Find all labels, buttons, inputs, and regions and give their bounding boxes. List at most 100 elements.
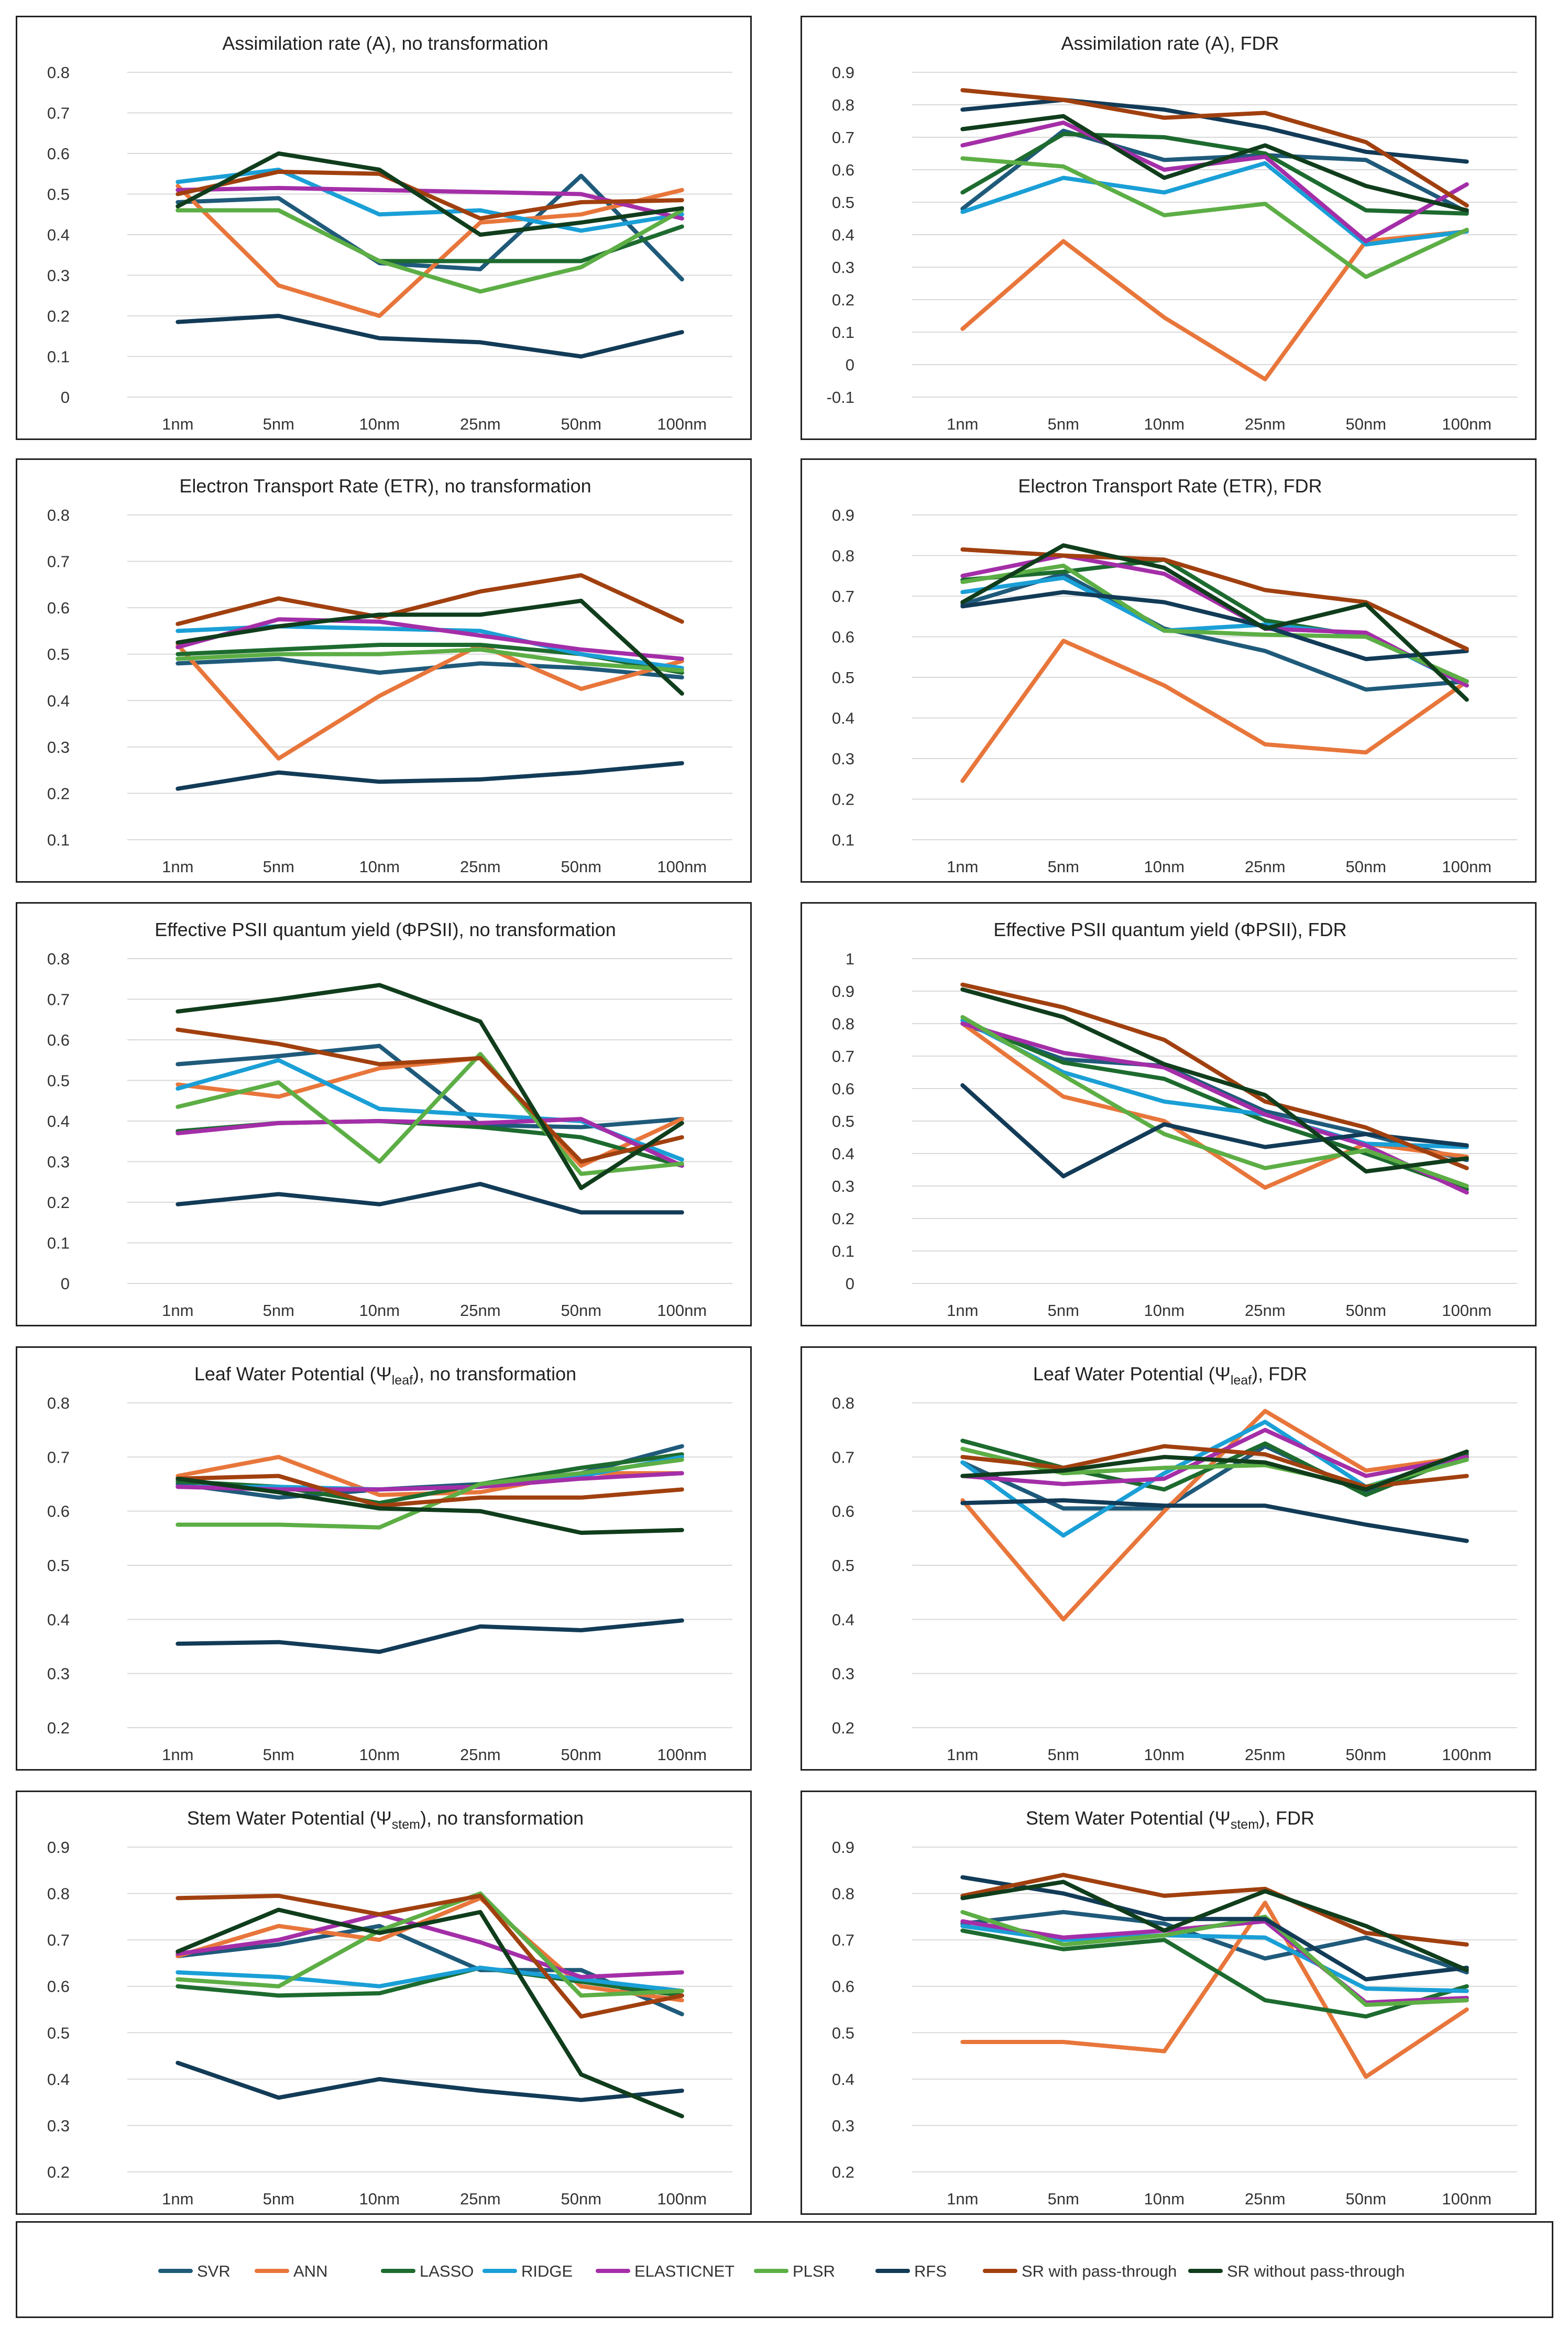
y-tick-label: 0.1 bbox=[832, 831, 854, 849]
chart-title: Effective PSII quantum yield (ΦPSII), FD… bbox=[993, 919, 1346, 940]
x-tick-label: 25nm bbox=[460, 1301, 501, 1320]
series-line-sr-without-pass-through bbox=[176, 1907, 684, 2118]
series-line-elasticnet bbox=[960, 553, 1469, 688]
x-tick-label: 1nm bbox=[947, 1745, 978, 1764]
x-tick-label: 100nm bbox=[1442, 2190, 1492, 2208]
series-line-elasticnet bbox=[176, 185, 684, 221]
y-tick-label: 0.2 bbox=[832, 1719, 854, 1737]
x-tick-label: 100nm bbox=[657, 2190, 707, 2208]
x-tick-label: 25nm bbox=[1245, 1745, 1286, 1764]
x-tick-label: 25nm bbox=[460, 858, 501, 876]
x-tick-label: 100nm bbox=[1442, 1301, 1492, 1320]
series-line-lasso bbox=[960, 557, 1469, 684]
legend-label: SR with pass-through bbox=[1022, 2262, 1177, 2280]
x-tick-label: 25nm bbox=[1245, 1301, 1286, 1320]
x-tick-label: 100nm bbox=[657, 1301, 707, 1320]
y-tick-label: -0.1 bbox=[827, 388, 854, 407]
y-tick-label: 0.9 bbox=[832, 982, 854, 1001]
x-tick-label: 25nm bbox=[1245, 2190, 1286, 2208]
y-tick-label: 0.3 bbox=[832, 2116, 854, 2135]
chart-svg: Stem Water Potential (Ψstem), FDR 0.2 0.3 0… bbox=[832, 1807, 1517, 2208]
y-tick-label: 0.5 bbox=[832, 193, 854, 212]
x-tick-label: 5nm bbox=[263, 1301, 294, 1320]
series-line-sr-with-pass-through bbox=[960, 88, 1469, 208]
y-tick-label: 0.7 bbox=[832, 1047, 854, 1066]
series-line-lasso bbox=[960, 1018, 1469, 1192]
y-tick-label: 0.6 bbox=[832, 1080, 854, 1098]
x-tick-label: 50nm bbox=[1345, 415, 1386, 433]
series-line-plsr bbox=[176, 647, 684, 673]
legend: SVR ANN LASSO RIDGE ELASTICNET PLSR RFS SR with… bbox=[16, 2221, 1553, 2318]
x-tick-label: 50nm bbox=[561, 1745, 601, 1764]
y-tick-label: 0.4 bbox=[832, 1610, 854, 1629]
y-tick-label: 0.5 bbox=[832, 1112, 854, 1130]
series-line-ann bbox=[960, 639, 1469, 783]
y-tick-label: 0.6 bbox=[832, 628, 854, 646]
series-line-plsr bbox=[960, 563, 1469, 684]
y-tick-label: 0.3 bbox=[832, 1665, 854, 1683]
series-line-rfs bbox=[960, 590, 1469, 662]
series-line-plsr bbox=[960, 1015, 1469, 1188]
y-tick-label: 0.7 bbox=[832, 1931, 854, 1949]
y-tick-label: 0.9 bbox=[47, 1838, 70, 1857]
y-tick-label: 0.7 bbox=[47, 553, 70, 571]
x-tick-label: 5nm bbox=[263, 2190, 294, 2208]
chart-panel: Electron Transport Rate (ETR), no transf… bbox=[16, 458, 752, 883]
legend-item: RFS bbox=[875, 2262, 947, 2280]
y-tick-label: 0.5 bbox=[832, 2024, 854, 2042]
y-tick-label: 0.4 bbox=[47, 2070, 70, 2089]
y-tick-label: 0.6 bbox=[832, 1502, 854, 1521]
chart-title: Assimilation rate (A), FDR bbox=[1061, 32, 1279, 54]
x-tick-label: 100nm bbox=[1442, 1745, 1492, 1764]
x-tick-label: 10nm bbox=[359, 2190, 400, 2208]
series-line-svr bbox=[176, 1924, 684, 2016]
y-tick-label: 0.1 bbox=[47, 348, 70, 366]
series-line-sr-without-pass-through bbox=[176, 598, 684, 696]
x-tick-label: 1nm bbox=[162, 1301, 193, 1320]
y-tick-label: 0.4 bbox=[47, 1112, 70, 1130]
y-tick-label: 0.4 bbox=[832, 2070, 854, 2089]
y-tick-label: 0.6 bbox=[47, 1502, 70, 1521]
y-tick-label: 0.6 bbox=[47, 1031, 70, 1049]
x-tick-label: 100nm bbox=[1442, 415, 1492, 433]
chart-title: Electron Transport Rate (ETR), no transf… bbox=[179, 475, 591, 497]
chart-svg: Effective PSII quantum yield (ΦPSII), no… bbox=[47, 919, 732, 1320]
legend-label: RIDGE bbox=[521, 2262, 573, 2280]
legend-item: LASSO bbox=[381, 2262, 474, 2280]
series-line-plsr bbox=[960, 156, 1469, 279]
chart-svg: Electron Transport Rate (ETR), no transf… bbox=[47, 475, 732, 876]
y-tick-label: 0.8 bbox=[832, 1885, 854, 1903]
y-tick-label: 0.7 bbox=[832, 1448, 854, 1466]
y-tick-label: 0.7 bbox=[47, 1931, 70, 1949]
x-tick-label: 5nm bbox=[263, 1745, 294, 1764]
series-line-ann bbox=[176, 1896, 684, 2003]
series-line-ann bbox=[960, 1901, 1469, 2079]
x-tick-label: 10nm bbox=[1144, 1301, 1185, 1320]
legend-label: PLSR bbox=[793, 2262, 835, 2280]
y-tick-label: 0.5 bbox=[832, 668, 854, 687]
x-tick-label: 5nm bbox=[1048, 1301, 1079, 1320]
series-line-ridge bbox=[176, 1965, 684, 1993]
series-line-plsr bbox=[176, 1891, 684, 1998]
chart-panel: Assimilation rate (A), no transformation… bbox=[16, 16, 752, 440]
legend-item: RIDGE bbox=[483, 2262, 573, 2280]
chart-panel: Leaf Water Potential (Ψleaf), FDR 0.2 0.3 0… bbox=[801, 1346, 1537, 1771]
x-tick-label: 50nm bbox=[1345, 1301, 1386, 1320]
x-tick-label: 50nm bbox=[1345, 1745, 1386, 1764]
x-tick-label: 10nm bbox=[1144, 415, 1185, 433]
y-tick-label: 0 bbox=[846, 1275, 854, 1293]
x-tick-label: 25nm bbox=[1245, 858, 1286, 876]
y-tick-label: 0.1 bbox=[832, 1242, 854, 1260]
x-tick-label: 100nm bbox=[657, 415, 707, 433]
y-tick-label: 0.6 bbox=[47, 145, 70, 163]
series-line-sr-without-pass-through bbox=[960, 543, 1469, 702]
y-tick-label: 0.7 bbox=[832, 128, 854, 147]
chart-panel: Leaf Water Potential (Ψleaf), no transfo… bbox=[16, 1346, 752, 1771]
chart-title: Electron Transport Rate (ETR), FDR bbox=[1018, 475, 1322, 497]
x-tick-label: 50nm bbox=[561, 2190, 601, 2208]
series-line-ann bbox=[176, 643, 684, 761]
series-line-svr bbox=[176, 173, 684, 282]
legend-item: ELASTICNET bbox=[596, 2262, 734, 2280]
y-tick-label: 0.8 bbox=[832, 1394, 854, 1412]
x-tick-label: 1nm bbox=[947, 415, 978, 433]
